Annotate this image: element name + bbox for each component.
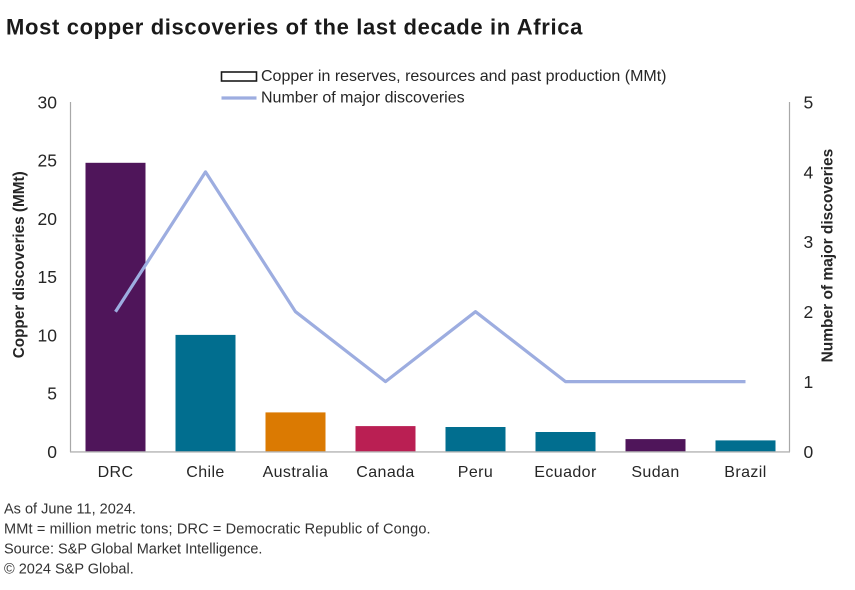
svg-text:Canada: Canada: [356, 464, 414, 481]
svg-text:Copper in reserves, resources: Copper in reserves, resources and past p…: [261, 68, 667, 85]
svg-text:4: 4: [804, 162, 814, 182]
svg-text:2: 2: [804, 302, 814, 322]
svg-text:3: 3: [804, 232, 814, 252]
svg-text:Source: S&P Global Market Inte: Source: S&P Global Market Intelligence.: [4, 542, 262, 558]
svg-text:Sudan: Sudan: [631, 464, 679, 481]
svg-text:5: 5: [47, 384, 57, 404]
svg-text:Copper discoveries (MMt): Copper discoveries (MMt): [11, 171, 28, 358]
svg-text:20: 20: [38, 209, 58, 229]
svg-text:25: 25: [38, 151, 57, 171]
svg-text:10: 10: [38, 325, 58, 345]
svg-text:Number of major discoveries: Number of major discoveries: [261, 90, 465, 107]
svg-text:Number of major discoveries: Number of major discoveries: [820, 149, 837, 363]
svg-text:DRC: DRC: [98, 464, 134, 481]
svg-text:As of June 11, 2024.: As of June 11, 2024.: [4, 501, 136, 517]
svg-text:1: 1: [804, 372, 814, 392]
svg-text:Chile: Chile: [186, 464, 224, 481]
svg-text:30: 30: [38, 92, 58, 112]
svg-text:Australia: Australia: [263, 464, 329, 481]
svg-text:Most copper discoveries of the: Most copper discoveries of the last deca…: [6, 15, 583, 40]
svg-text:15: 15: [38, 267, 57, 287]
svg-text:0: 0: [804, 442, 814, 462]
svg-text:Brazil: Brazil: [724, 464, 766, 481]
svg-text:Peru: Peru: [458, 464, 493, 481]
svg-text:5: 5: [804, 93, 814, 113]
svg-text:Ecuador: Ecuador: [534, 464, 597, 481]
svg-text:0: 0: [47, 442, 57, 462]
svg-text:MMt = million metric tons; DRC: MMt = million metric tons; DRC = Democra…: [4, 522, 431, 538]
svg-text:© 2024 S&P Global.: © 2024 S&P Global.: [4, 562, 134, 578]
